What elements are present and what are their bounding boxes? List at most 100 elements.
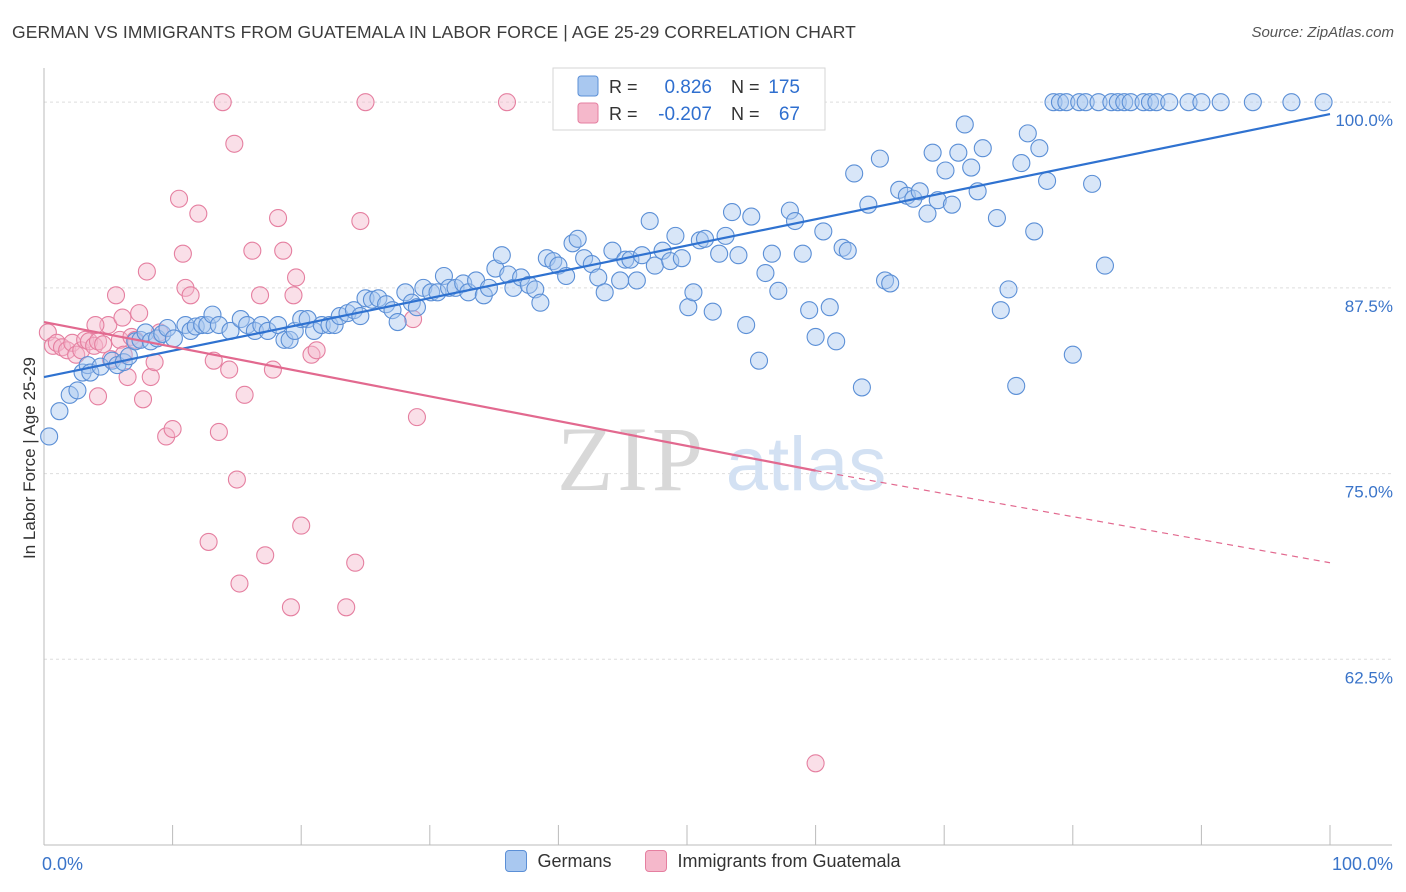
- germans-trend-line: [43, 112, 1331, 379]
- guatemala-point: [351, 211, 370, 231]
- watermark: ZIP atlas: [557, 408, 886, 510]
- guatemala-point: [235, 385, 254, 404]
- german-point: [1012, 154, 1031, 173]
- german-point: [1211, 93, 1230, 112]
- german-point: [568, 229, 587, 248]
- guatemala-point: [157, 427, 176, 446]
- guatemala-trend-line: [43, 320, 816, 472]
- guatemala-point: [106, 286, 126, 305]
- watermark-zip: ZIP: [557, 408, 707, 510]
- guatemala-point: [113, 308, 132, 327]
- guatemala-point: [337, 598, 356, 617]
- german-point: [362, 290, 381, 309]
- german-point: [710, 244, 729, 263]
- legend-item-germans: Germans: [505, 850, 611, 872]
- german-point: [388, 312, 407, 332]
- german-point: [1192, 93, 1211, 112]
- german-point: [320, 315, 339, 335]
- german-point: [838, 241, 857, 260]
- german-point: [918, 204, 937, 223]
- german-point: [806, 327, 825, 346]
- guatemala-point: [404, 310, 423, 329]
- german-point: [800, 301, 819, 320]
- german-point: [833, 238, 852, 257]
- guatemala-point: [407, 408, 426, 427]
- german-point: [991, 301, 1010, 320]
- guatemala-point: [173, 244, 192, 263]
- german-point: [695, 229, 715, 248]
- legend-r-label-2: R =: [609, 104, 638, 124]
- german-point: [356, 289, 375, 308]
- german-point: [955, 115, 974, 134]
- german-point: [762, 244, 781, 263]
- y-tick-label: 87.5%: [1345, 297, 1393, 316]
- guatemala-point: [163, 419, 182, 439]
- guatemala-point: [181, 286, 200, 305]
- german-point: [1095, 256, 1114, 275]
- axes: [43, 68, 1392, 846]
- x-tick-label: 0.0%: [42, 854, 83, 874]
- guatemala-point: [307, 341, 326, 360]
- legend-label-germans: Germans: [537, 850, 612, 871]
- german-point: [153, 324, 172, 343]
- guatemala-point: [189, 204, 208, 223]
- guatemala-point: [346, 553, 365, 572]
- german-point: [722, 203, 742, 222]
- guatemala-point: [88, 387, 108, 406]
- german-point: [661, 252, 680, 271]
- guatemala-point: [269, 209, 288, 228]
- german-point: [40, 427, 59, 446]
- german-point: [50, 402, 69, 421]
- german-point: [1108, 93, 1127, 112]
- y-axis-label: In Labor Force | Age 25-29: [20, 357, 39, 559]
- source-label: Source: ZipAtlas.com: [1251, 24, 1394, 41]
- chart-title: GERMAN VS IMMIGRANTS FROM GUATEMALA IN L…: [12, 22, 856, 42]
- guatemala-trend-extension: [815, 470, 1331, 564]
- german-point: [1057, 93, 1076, 112]
- german-point: [845, 164, 864, 183]
- guatemala-point: [274, 241, 293, 260]
- german-point: [793, 244, 812, 263]
- german-point: [852, 378, 871, 397]
- watermark-atlas: atlas: [726, 422, 887, 507]
- german-point: [611, 271, 630, 290]
- guatemala-point: [118, 367, 137, 387]
- y-tick-label: 62.5%: [1345, 668, 1393, 687]
- guatemala-point: [250, 286, 270, 305]
- german-point: [1160, 93, 1179, 112]
- german-point: [209, 315, 228, 335]
- german-point: [280, 330, 299, 349]
- legend-item-guatemala: Immigrants from Guatemala: [645, 850, 901, 872]
- guatemala-point: [213, 93, 232, 112]
- german-point: [1007, 376, 1026, 395]
- guatemala-point: [263, 360, 282, 379]
- x-tick-labels: 0.0% 100.0%: [42, 854, 1393, 874]
- german-point: [203, 305, 222, 324]
- german-point: [936, 161, 955, 180]
- y-tick-labels: 100.0% 87.5% 75.0% 62.5%: [1335, 111, 1393, 687]
- german-point: [1115, 93, 1134, 112]
- german-point: [1076, 93, 1095, 112]
- german-point: [1089, 93, 1108, 112]
- german-point: [407, 298, 426, 317]
- x-tick-label: 100.0%: [1332, 854, 1393, 874]
- guatemala-point: [169, 189, 189, 208]
- legend-swatch-guatemala-bottom: [645, 850, 668, 872]
- german-point: [672, 249, 691, 268]
- german-point: [1063, 345, 1082, 364]
- guatemala-point: [292, 516, 311, 535]
- guatemala-point: [256, 546, 275, 565]
- german-point: [881, 274, 900, 293]
- german-point: [526, 280, 545, 299]
- german-point: [942, 195, 961, 214]
- guatemala-point: [52, 338, 72, 357]
- german-point: [440, 278, 459, 297]
- german-point: [275, 330, 294, 349]
- german-point: [603, 241, 622, 260]
- german-point: [645, 256, 664, 275]
- german-point: [987, 209, 1006, 228]
- german-point: [756, 263, 775, 283]
- y-tick-label: 100.0%: [1335, 111, 1393, 130]
- guatemala-point: [227, 470, 246, 489]
